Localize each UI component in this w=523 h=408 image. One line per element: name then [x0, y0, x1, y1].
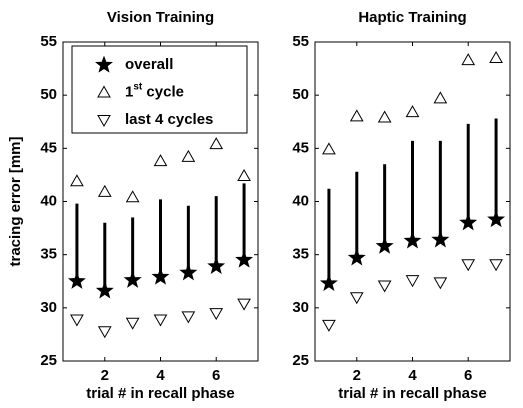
triangle-down-marker	[97, 115, 111, 128]
axes-frame	[62, 41, 259, 362]
star-marker	[347, 248, 366, 266]
triangle-down-marker	[349, 292, 364, 305]
star-marker	[67, 271, 86, 289]
star-marker	[123, 270, 142, 288]
triangle-up-marker	[97, 184, 112, 197]
y-tick-label: 30	[40, 299, 57, 316]
y-tick-label: 35	[40, 246, 57, 263]
triangle-down-marker	[97, 326, 112, 339]
y-tick-label: 55	[40, 33, 57, 50]
triangle-down-marker	[405, 275, 420, 288]
legend-label-part: 1	[125, 83, 133, 100]
legend-label-part: cycle	[142, 83, 184, 100]
chart-title: Vision Training	[107, 9, 214, 26]
star-marker	[487, 210, 506, 228]
triangle-up-marker	[461, 53, 476, 66]
x-tick-label: 6	[464, 367, 472, 384]
star-marker	[375, 236, 394, 254]
triangle-up-marker	[322, 142, 336, 155]
triangle-up-marker	[489, 50, 503, 63]
x-axis-label: trial # in recall phase	[86, 385, 234, 402]
y-axis-label: tracing error [mm]	[7, 136, 24, 266]
triangle-up-marker	[405, 105, 420, 118]
triangle-down-marker	[322, 319, 336, 332]
triangle-down-marker	[125, 317, 140, 330]
x-tick-label: 2	[353, 367, 361, 384]
triangle-up-marker	[209, 137, 224, 150]
star-marker	[179, 263, 198, 281]
star-marker	[207, 257, 226, 274]
y-tick-label: 55	[292, 33, 309, 50]
triangle-up-marker	[70, 174, 84, 187]
triangle-down-marker	[433, 277, 448, 290]
x-tick-label: 2	[101, 367, 109, 384]
star-marker	[95, 55, 113, 73]
triangle-up-marker	[97, 85, 111, 98]
triangle-down-marker	[489, 259, 503, 272]
y-tick-label: 40	[292, 192, 309, 209]
triangle-down-marker	[237, 298, 251, 311]
triangle-down-marker	[377, 280, 392, 293]
triangle-down-marker	[181, 311, 196, 324]
triangle-down-marker	[153, 314, 168, 327]
legend-box	[71, 45, 248, 134]
axes-frame	[314, 41, 511, 362]
y-tick-label: 50	[40, 86, 57, 103]
star-marker	[319, 273, 338, 291]
triangle-up-marker	[181, 149, 196, 162]
star-marker	[459, 213, 478, 231]
y-tick-label: 25	[292, 352, 309, 369]
legend-label-sup: st	[133, 81, 143, 92]
y-tick-label: 45	[292, 139, 309, 156]
y-tick-label: 40	[40, 192, 57, 209]
y-tick-label: 30	[292, 299, 309, 316]
star-marker	[95, 281, 114, 299]
star-marker	[403, 231, 422, 249]
y-tick-label: 35	[292, 246, 309, 263]
x-axis-label: trial # in recall phase	[338, 385, 486, 402]
triangle-up-marker	[349, 109, 364, 122]
y-tick-label: 45	[40, 139, 57, 156]
y-tick-label: 25	[40, 352, 57, 369]
chart-title: Haptic Training	[358, 9, 466, 26]
triangle-up-marker	[125, 190, 140, 203]
legend-label: overall	[125, 56, 173, 73]
triangle-up-marker	[377, 110, 392, 123]
x-tick-label: 6	[212, 367, 220, 384]
y-tick-label: 50	[292, 86, 309, 103]
x-tick-label: 4	[156, 367, 165, 384]
x-tick-label: 4	[408, 367, 417, 384]
legend-label: last 4 cycles	[125, 111, 213, 128]
triangle-up-marker	[433, 91, 448, 104]
triangle-down-marker	[461, 259, 476, 272]
star-marker	[151, 267, 170, 285]
star-marker	[235, 250, 254, 268]
triangle-up-marker	[237, 168, 251, 181]
triangle-up-marker	[153, 154, 168, 167]
legend-label: 1st cycle	[125, 81, 184, 100]
triangle-down-marker	[209, 308, 224, 321]
star-marker	[431, 230, 450, 248]
triangle-down-marker	[70, 314, 84, 327]
